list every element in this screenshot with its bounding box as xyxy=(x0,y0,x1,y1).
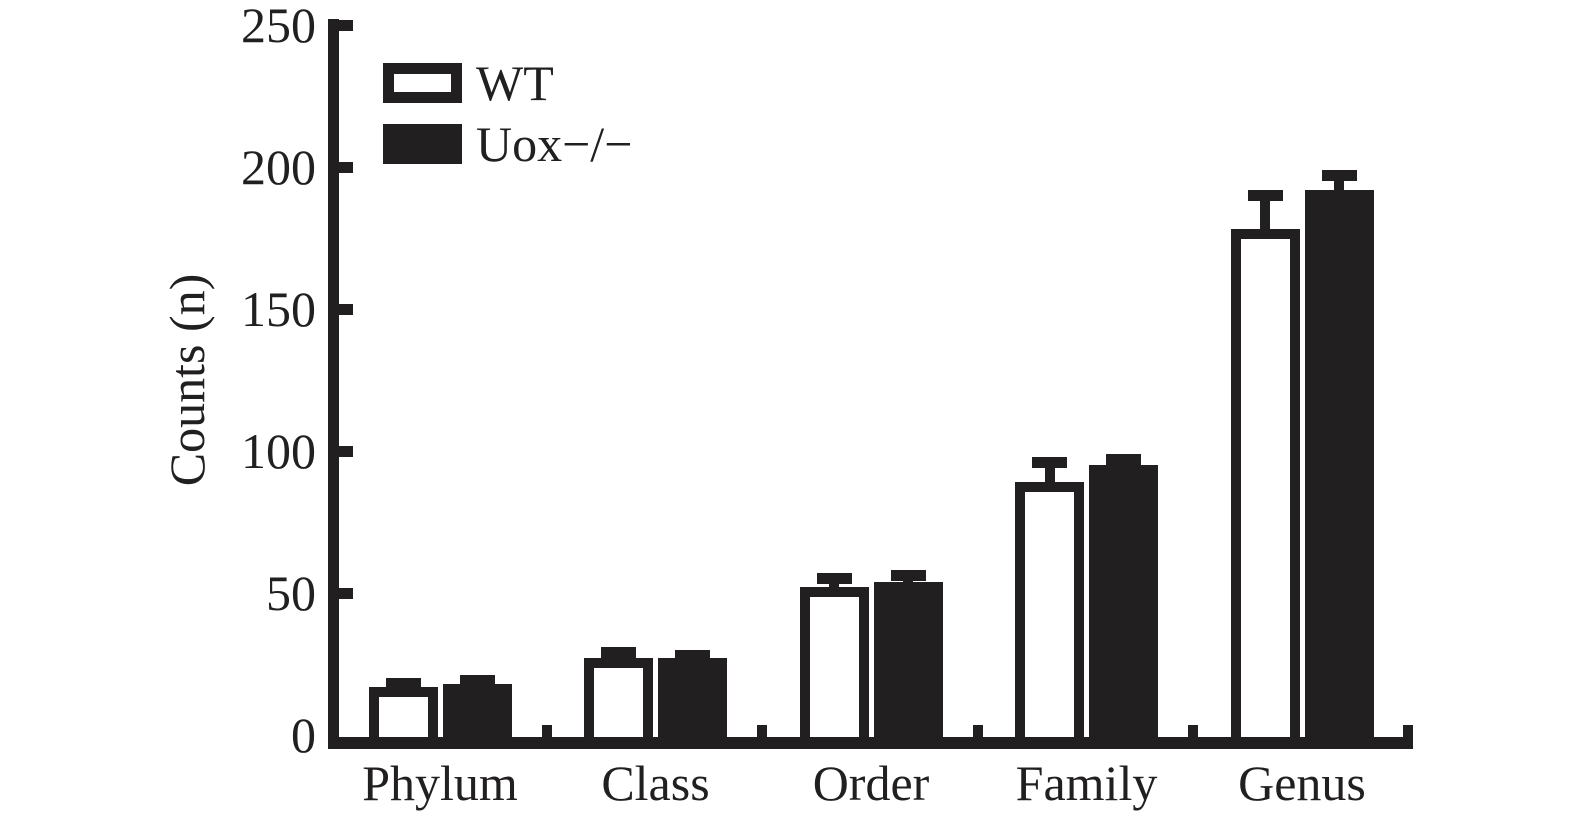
bar-wt-order xyxy=(799,587,869,749)
bar-wt-genus xyxy=(1230,229,1300,749)
y-tick-150 xyxy=(339,303,353,315)
x-tick-after-class xyxy=(757,725,768,737)
bar-uox-family xyxy=(1089,465,1158,749)
errorbar-cap-wt-phylum xyxy=(385,678,421,690)
bar-uox-order xyxy=(873,581,943,749)
y-tick-label-0: 0 xyxy=(291,707,316,763)
x-tick-after-family xyxy=(1187,725,1198,737)
errorbar-cap-uox-family xyxy=(1106,453,1141,465)
bar-wt-class xyxy=(584,658,653,749)
errorbar-cap-wt-family xyxy=(1032,456,1067,468)
x-tick-after-order xyxy=(972,725,983,737)
errorbar-cap-wt-class xyxy=(601,646,636,658)
x-tick-after-phylum xyxy=(541,725,552,737)
errorbar-stem-wt-genus xyxy=(1260,189,1270,232)
errorbar-cap-wt-order xyxy=(816,573,852,585)
legend-swatch-uox-filled-bar-icon xyxy=(383,124,462,164)
y-tick-label-200: 200 xyxy=(241,139,316,195)
x-tick-after-genus xyxy=(1403,725,1414,737)
y-tick-50 xyxy=(339,587,353,599)
legend-item-wt: WT xyxy=(383,58,554,108)
y-tick-label-150: 150 xyxy=(241,281,316,337)
errorbar-stem-wt-family xyxy=(1044,456,1055,485)
x-axis-label-order: Order xyxy=(812,755,930,811)
y-tick-250 xyxy=(339,19,353,31)
errorbar-cap-uox-genus xyxy=(1321,169,1357,181)
x-axis-label-phylum: Phylum xyxy=(362,755,518,811)
bar-wt-family xyxy=(1015,482,1084,749)
legend-label-wt: WT xyxy=(476,55,554,111)
errorbar-cap-uox-order xyxy=(890,570,926,582)
y-tick-100 xyxy=(339,445,353,457)
y-tick-label-100: 100 xyxy=(241,423,316,479)
x-axis-line xyxy=(328,737,1413,749)
y-axis-line xyxy=(328,19,339,749)
y-tick-200 xyxy=(339,161,353,173)
errorbar-cap-uox-class xyxy=(675,649,710,661)
bar-uox-genus xyxy=(1304,189,1374,749)
bar-uox-class xyxy=(658,658,727,749)
errorbar-cap-uox-phylum xyxy=(459,675,495,687)
x-axis-label-family: Family xyxy=(1015,755,1158,811)
y-axis-title: Counts (n) xyxy=(159,273,215,487)
x-axis-label-genus: Genus xyxy=(1238,755,1366,811)
legend-swatch-wt-open-bar-icon xyxy=(383,63,462,103)
y-tick-label-250: 250 xyxy=(241,0,316,53)
legend-item-uox: Uox−/− xyxy=(383,119,632,169)
y-tick-label-50: 50 xyxy=(266,565,316,621)
errorbar-cap-wt-genus xyxy=(1247,189,1283,201)
x-axis-label-class: Class xyxy=(601,755,710,811)
legend-label-uox: Uox−/− xyxy=(476,116,633,172)
